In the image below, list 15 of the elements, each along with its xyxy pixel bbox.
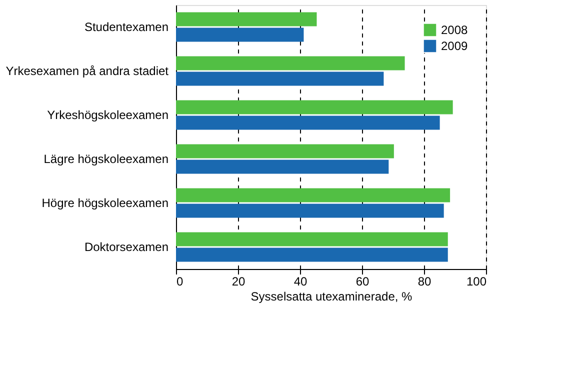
x-tick-label: 80: [418, 274, 432, 288]
y-tick-label: Yrkesexamen på andra stadiet: [6, 64, 170, 78]
legend-label: 2009: [441, 39, 468, 53]
y-tick-label: Studentexamen: [84, 20, 168, 34]
x-tick-label: 40: [294, 274, 308, 288]
x-tick-label: 100: [466, 274, 487, 288]
y-tick-label: Högre högskoleexamen: [42, 196, 168, 210]
legend-label: 2008: [441, 23, 468, 37]
y-tick-label: Yrkeshögskoleexamen: [47, 108, 168, 122]
x-tick-label: 0: [176, 274, 184, 288]
y-tick-label: Doktorsexamen: [84, 240, 168, 254]
x-tick-label: 60: [356, 274, 370, 288]
x-tick-label: 20: [232, 274, 246, 288]
y-tick-label: Lägre högskoleexamen: [44, 152, 168, 166]
x-axis-title: Sysselsatta utexaminerade, %: [250, 290, 413, 304]
